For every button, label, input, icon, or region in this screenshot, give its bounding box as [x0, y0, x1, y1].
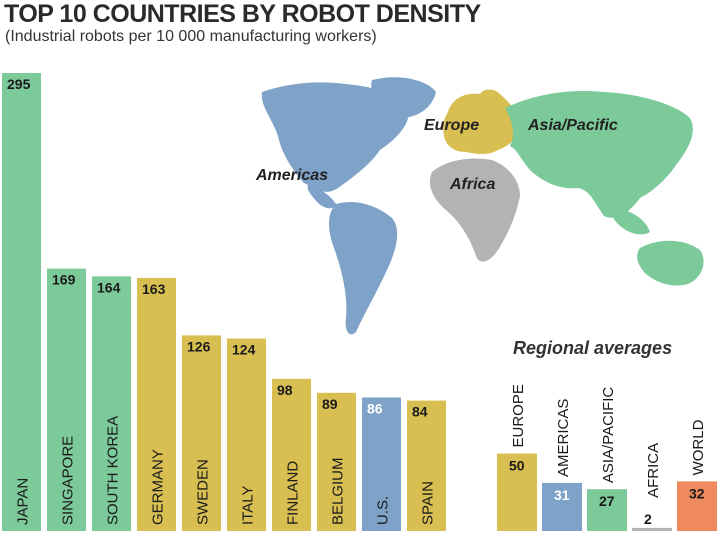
- australia-shape: [637, 240, 704, 286]
- value-label-u-s: 86: [367, 400, 383, 416]
- central-america-shape: [307, 185, 336, 209]
- greenland-shape: [371, 77, 436, 118]
- chart-title: TOP 10 COUNTRIES BY ROBOT DENSITY: [4, 0, 481, 28]
- category-label-germany: GERMANY: [150, 449, 167, 525]
- europe-shape: [443, 89, 519, 154]
- bar-belgium: [317, 392, 356, 531]
- regional-label-europe: EUROPE: [510, 384, 527, 447]
- africa-shape: [429, 158, 520, 262]
- category-label-japan: JAPAN: [15, 478, 32, 525]
- europe-region: [443, 89, 519, 154]
- value-label-japan: 295: [7, 76, 31, 92]
- value-label-spain: 84: [412, 404, 428, 420]
- regional-value-world: 32: [689, 485, 705, 501]
- map-label-europe: Europe: [424, 117, 480, 134]
- north-america-shape: [261, 82, 409, 192]
- southeast-asia-shape: [612, 208, 650, 235]
- category-label-singapore: SINGAPORE: [60, 436, 77, 525]
- bar-singapore: [47, 268, 86, 531]
- top10-bar-chart: 295 JAPAN 169 SINGAPORE 164 SOUTH KOREA 163 GER…: [2, 73, 446, 531]
- value-label-italy: 124: [232, 341, 256, 357]
- bar-u-s: [362, 397, 401, 531]
- value-label-germany: 163: [142, 281, 166, 297]
- bar-germany: [137, 277, 176, 531]
- regional-bar-americas: [542, 482, 582, 531]
- value-label-sweden: 126: [187, 338, 211, 354]
- regional-value-americas: 31: [554, 487, 570, 503]
- regional-value-africa: 2: [644, 511, 652, 527]
- category-label-italy: ITALY: [240, 486, 257, 525]
- regional-label-americas: AMERICAS: [555, 399, 572, 477]
- bar-sweden: [182, 335, 221, 531]
- bar-finland: [272, 378, 311, 531]
- chart-subtitle: (Industrial robots per 10 000 manufactur…: [5, 28, 377, 45]
- value-label-south-korea: 164: [97, 279, 121, 295]
- category-label-spain: SPAIN: [420, 481, 437, 525]
- category-label-belgium: BELGIUM: [330, 457, 347, 525]
- regional-value-europe: 50: [509, 458, 525, 474]
- bar-japan: [2, 73, 41, 531]
- value-label-finland: 98: [277, 382, 293, 398]
- map-label-africa: Africa: [450, 176, 496, 193]
- asia-shape: [505, 90, 693, 218]
- asia-pacific-region: [505, 90, 704, 286]
- regional-averages-title: Regional averages: [513, 338, 673, 358]
- regional-label-africa: AFRICA: [645, 443, 662, 498]
- value-label-belgium: 89: [322, 396, 338, 412]
- map-label-asia-pacific: Asia/Pacific: [528, 117, 618, 134]
- regional-bar-africa: [632, 527, 672, 531]
- bar-south-korea: [92, 276, 131, 531]
- map-label-americas: Americas: [256, 167, 329, 184]
- regional-averages-chart: 50 EUROPE 31 AMERICAS 27 ASIA/PACIFIC 2 AFRICA 3…: [497, 384, 717, 531]
- bar-italy: [227, 338, 266, 531]
- category-label-south-korea: SOUTH KOREA: [105, 416, 122, 525]
- regional-label-world: WORLD: [690, 419, 707, 475]
- bar-spain: [407, 400, 446, 531]
- regional-value-asia-pacific: 27: [599, 493, 615, 509]
- regional-bar-europe: [497, 453, 537, 531]
- africa-region: [429, 158, 520, 262]
- category-label-u-s: U.S.: [375, 496, 392, 525]
- regional-bar-world: [677, 481, 717, 531]
- category-label-sweden: SWEDEN: [195, 459, 212, 525]
- americas-region: [261, 77, 436, 335]
- category-label-finland: FINLAND: [285, 461, 302, 525]
- regional-bar-asia-pacific: [587, 489, 627, 531]
- value-label-singapore: 169: [52, 272, 76, 288]
- south-america-shape: [329, 201, 398, 335]
- regional-label-asia-pacific: ASIA/PACIFIC: [600, 387, 617, 484]
